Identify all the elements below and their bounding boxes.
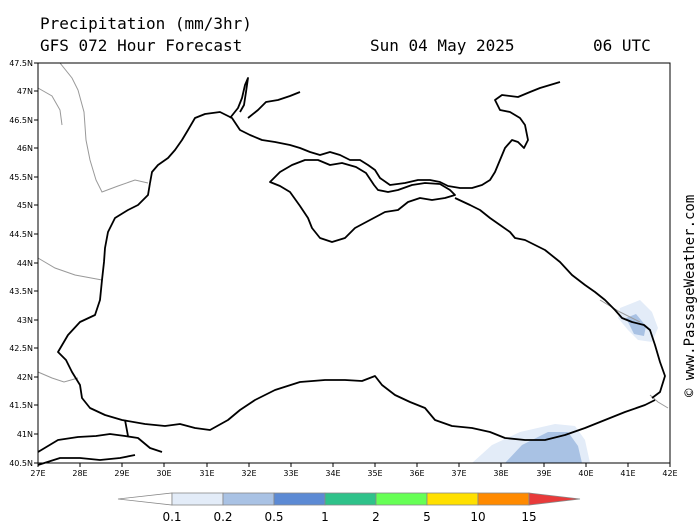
coastline-west xyxy=(57,182,656,441)
map-title: Precipitation (mm/3hr) xyxy=(40,14,252,33)
lon-label: 33E xyxy=(283,469,298,478)
legend-swatch xyxy=(477,492,530,506)
lon-label: 28E xyxy=(72,469,87,478)
lat-label: 43.5N xyxy=(9,287,33,296)
lat-label: 44.5N xyxy=(9,230,33,239)
longitude-labels: 27E 28E 29E 30E 31E 32E 33E 34E 35E 36E … xyxy=(30,469,677,478)
coastline-bosporus-marmara xyxy=(37,419,163,466)
lon-label: 37E xyxy=(451,469,466,478)
precip-area-south-east-inner xyxy=(505,432,582,463)
legend-label: 1 xyxy=(321,510,329,524)
precip-area-east-coast-inner xyxy=(626,314,646,336)
legend-label: 0.5 xyxy=(264,510,283,524)
legend-labels: 0.1 0.2 0.5 1 2 5 10 15 xyxy=(162,510,536,524)
lat-label: 47.5N xyxy=(9,59,33,68)
coastline-crimea-azov xyxy=(269,159,456,243)
forecast-model-line: GFS 072 Hour Forecast xyxy=(40,36,243,55)
lon-label: 32E xyxy=(241,469,256,478)
legend-swatch xyxy=(426,492,479,506)
legend-arrow-right xyxy=(528,492,581,506)
lat-label: 41N xyxy=(17,430,33,439)
coastline-south-caucasus xyxy=(454,197,666,399)
legend-swatch xyxy=(273,492,326,506)
legend-label: 2 xyxy=(372,510,380,524)
legend-label: 10 xyxy=(470,510,485,524)
border-turkey-bulgaria xyxy=(37,371,79,383)
precip-shading xyxy=(472,300,658,463)
lon-label: 39E xyxy=(536,469,551,478)
lon-label: 38E xyxy=(493,469,508,478)
legend-label: 0.1 xyxy=(162,510,181,524)
lat-label: 42N xyxy=(17,373,33,382)
legend-swatch xyxy=(171,492,224,506)
border-moldova xyxy=(59,62,149,193)
lat-label: 46.5N xyxy=(9,116,33,125)
credit-watermark: © www.PassageWeather.com xyxy=(682,195,698,397)
legend-arrow-left xyxy=(117,492,173,506)
lat-label: 42.5N xyxy=(9,344,33,353)
border-romania-moldova xyxy=(37,87,63,126)
lon-label: 42E xyxy=(662,469,677,478)
legend-label: 0.2 xyxy=(213,510,232,524)
precipitation-map: 47.5N 47N 46.5N 46N 45.5N 45N 44.5N 44N … xyxy=(9,59,677,478)
lat-label: 41.5N xyxy=(9,401,33,410)
coastline-dnieper-inlets xyxy=(229,77,301,119)
forecast-date: Sun 04 May 2025 xyxy=(370,36,515,55)
lat-label: 43N xyxy=(17,316,33,325)
legend-color-bar xyxy=(117,492,581,506)
lon-label: 30E xyxy=(156,469,171,478)
latitude-labels: 47.5N 47N 46.5N 46N 45.5N 45N 44.5N 44N … xyxy=(9,59,33,468)
lat-label: 45.5N xyxy=(9,173,33,182)
legend-label: 5 xyxy=(423,510,431,524)
credit-text: © www.PassageWeather.com xyxy=(682,195,698,397)
border-georgia-russia xyxy=(599,299,641,323)
lon-label: 31E xyxy=(199,469,214,478)
lat-label: 40.5N xyxy=(9,459,33,468)
coastline-main xyxy=(149,81,561,189)
axis-ticks xyxy=(34,62,671,467)
lat-label: 44N xyxy=(17,259,33,268)
legend-swatch xyxy=(324,492,377,506)
lon-label: 29E xyxy=(114,469,129,478)
border-bulgaria-romania xyxy=(37,257,103,281)
country-borders xyxy=(37,62,669,409)
lon-label: 40E xyxy=(578,469,593,478)
lon-label: 34E xyxy=(325,469,340,478)
lat-label: 46N xyxy=(17,144,33,153)
precip-legend: 0.1 0.2 0.5 1 2 5 10 15 xyxy=(117,492,581,524)
lon-label: 35E xyxy=(367,469,382,478)
map-frame xyxy=(37,62,671,464)
lat-label: 45N xyxy=(17,201,33,210)
legend-label: 15 xyxy=(521,510,536,524)
lon-label: 36E xyxy=(409,469,424,478)
lon-label: 41E xyxy=(620,469,635,478)
lon-label: 27E xyxy=(30,469,45,478)
coastline xyxy=(37,77,666,466)
forecast-time: 06 UTC xyxy=(593,36,651,55)
legend-swatch xyxy=(222,492,275,506)
lat-label: 47N xyxy=(17,87,33,96)
legend-swatch xyxy=(375,492,428,506)
